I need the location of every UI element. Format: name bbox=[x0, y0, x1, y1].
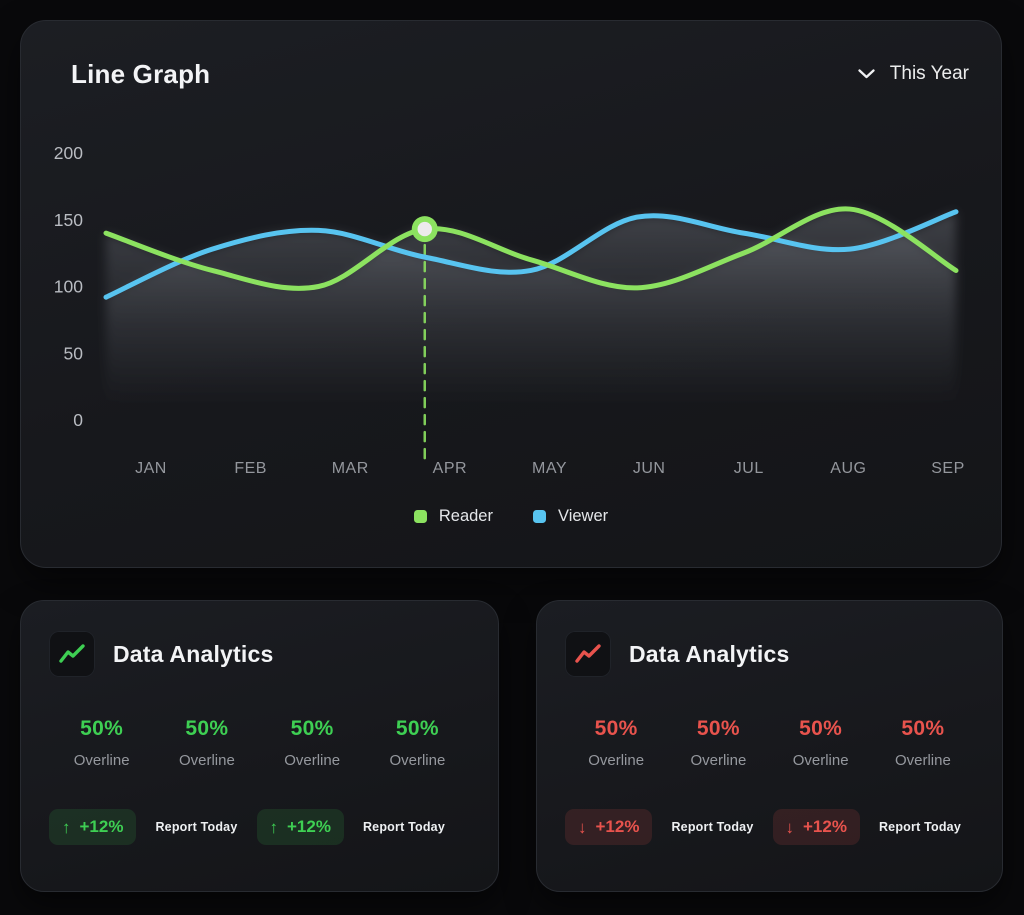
stat: 50% Overline bbox=[49, 717, 154, 769]
legend-label: Reader bbox=[438, 507, 493, 525]
analytics-row: Data Analytics 50% Overline 50% Overline… bbox=[20, 600, 1003, 892]
arrow-down-icon: ↓ bbox=[785, 817, 795, 837]
trending-up-icon bbox=[575, 644, 601, 663]
legend-item-viewer[interactable]: Viewer bbox=[532, 507, 609, 526]
stat-label: Overline bbox=[588, 752, 645, 769]
x-axis-month: JAN bbox=[135, 460, 167, 477]
stat-value: 50% bbox=[290, 717, 334, 740]
stat-value: 50% bbox=[901, 717, 945, 740]
data-analytics-card-up: Data Analytics 50% Overline 50% Overline… bbox=[20, 600, 499, 892]
card-title: Data Analytics bbox=[113, 640, 274, 667]
badges-row: ↑ +12% Report Today ↑ +12% Report Today bbox=[49, 809, 470, 845]
stat-label: Overline bbox=[690, 752, 747, 769]
stats-row: 50% Overline 50% Overline 50% Overline 5… bbox=[49, 717, 470, 769]
trend-badge: ↑ +12% bbox=[256, 809, 344, 845]
trend-badge: ↓ +12% bbox=[772, 809, 860, 845]
period-label: This Year bbox=[889, 63, 969, 84]
x-axis-month: FEB bbox=[234, 460, 267, 477]
badge-caption: Report Today bbox=[878, 820, 961, 834]
y-axis-tick: 0 bbox=[73, 410, 83, 430]
stat: 50% Overline bbox=[154, 717, 259, 769]
trend-badge: ↓ +12% bbox=[565, 809, 653, 845]
badge-caption: Report Today bbox=[671, 820, 754, 834]
arrow-up-icon: ↑ bbox=[62, 817, 71, 837]
viewer-swatch bbox=[532, 510, 546, 523]
card-title: Data Analytics bbox=[629, 640, 790, 667]
chevron-down-icon bbox=[858, 69, 875, 79]
data-analytics-card-down: Data Analytics 50% Overline 50% Overline… bbox=[536, 600, 1003, 892]
stat-label: Overline bbox=[894, 752, 951, 769]
badge-delta: +12% bbox=[595, 817, 640, 836]
stat-value: 50% bbox=[696, 717, 740, 740]
stat-label: Overline bbox=[73, 752, 130, 769]
y-axis-tick: 50 bbox=[64, 343, 84, 363]
badge-delta: +12% bbox=[287, 817, 331, 836]
reader-swatch bbox=[413, 510, 427, 523]
x-axis-month: SEP bbox=[931, 460, 965, 477]
viewer-line bbox=[103, 209, 959, 300]
stat-value: 50% bbox=[799, 717, 843, 740]
arrow-up-icon: ↑ bbox=[269, 817, 279, 837]
area-fill bbox=[106, 208, 956, 420]
line-graph-card: Line Graph This Year 200 150 100 50 0 JAN FEB M… bbox=[20, 20, 1002, 568]
stat-value: 50% bbox=[185, 717, 229, 740]
arrow-down-icon: ↓ bbox=[578, 817, 587, 837]
stat-label: Overline bbox=[284, 752, 341, 769]
stat-value: 50% bbox=[395, 717, 439, 740]
highlight-point-center bbox=[417, 221, 432, 237]
stats-row: 50% Overline 50% Overline 50% Overline 5… bbox=[565, 717, 974, 769]
stat: 50% Overline bbox=[565, 717, 667, 769]
x-axis-month: JUN bbox=[633, 460, 666, 477]
badge-delta: +12% bbox=[803, 817, 847, 836]
stat: 50% Overline bbox=[365, 717, 470, 769]
chart-legend: Reader Viewer bbox=[21, 507, 1001, 526]
card-header: Data Analytics bbox=[565, 631, 974, 677]
badge-delta: +12% bbox=[79, 817, 124, 836]
stat-value: 50% bbox=[80, 717, 124, 740]
line-chart: 200 150 100 50 0 JAN FEB MAR APR MAY JUN JUL AUG SEP bbox=[54, 143, 965, 477]
y-axis-tick: 100 bbox=[54, 277, 83, 297]
x-axis-month: MAY bbox=[532, 460, 567, 477]
trend-badge: ↑ +12% bbox=[49, 809, 137, 845]
icon-tile bbox=[565, 631, 611, 677]
x-axis-month: AUG bbox=[830, 460, 866, 477]
x-axis-month: MAR bbox=[332, 460, 369, 477]
x-axis-month: JUL bbox=[734, 460, 764, 477]
stat: 50% Overline bbox=[667, 717, 769, 769]
card-title: Line Graph bbox=[71, 59, 211, 89]
stat: 50% Overline bbox=[260, 717, 365, 769]
stat-value: 50% bbox=[594, 717, 638, 740]
stat: 50% Overline bbox=[770, 717, 872, 769]
period-selector[interactable]: This Year bbox=[858, 63, 969, 85]
legend-item-reader[interactable]: Reader bbox=[413, 507, 493, 526]
stat-label: Overline bbox=[178, 752, 235, 769]
y-axis-tick: 150 bbox=[54, 210, 83, 230]
stat-label: Overline bbox=[792, 752, 849, 769]
trending-up-icon bbox=[59, 644, 85, 663]
reader-line bbox=[103, 206, 959, 291]
badge-caption: Report Today bbox=[362, 820, 445, 834]
stat: 50% Overline bbox=[872, 717, 974, 769]
y-axis-tick: 200 bbox=[54, 143, 83, 163]
stat-label: Overline bbox=[389, 752, 446, 769]
badges-row: ↓ +12% Report Today ↓ +12% Report Today bbox=[565, 809, 974, 845]
badge-caption: Report Today bbox=[155, 820, 238, 834]
card-header: Data Analytics bbox=[49, 631, 470, 677]
icon-tile bbox=[49, 631, 95, 677]
x-axis-month: APR bbox=[433, 460, 467, 477]
legend-label: Viewer bbox=[557, 507, 609, 525]
